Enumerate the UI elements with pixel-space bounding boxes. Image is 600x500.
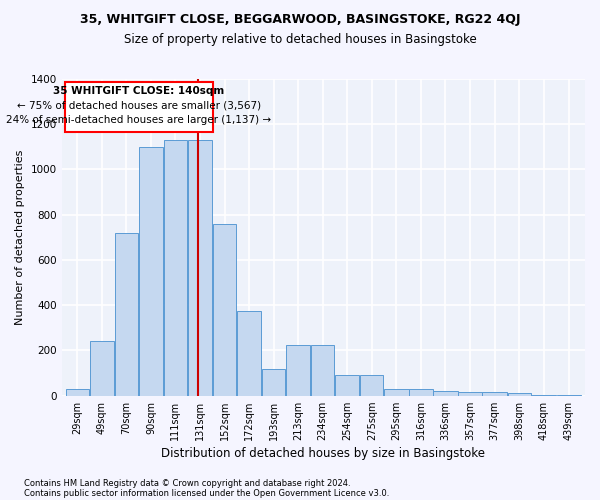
Bar [115,233,138,396]
Bar [213,224,236,396]
Bar [89,342,114,396]
Bar [237,311,261,396]
Bar [360,376,383,396]
Bar [409,389,433,396]
Bar [262,368,285,396]
Bar [286,345,310,396]
Text: 35, WHITGIFT CLOSE, BEGGARWOOD, BASINGSTOKE, RG22 4QJ: 35, WHITGIFT CLOSE, BEGGARWOOD, BASINGST… [80,12,520,26]
Text: Contains HM Land Registry data © Crown copyright and database right 2024.: Contains HM Land Registry data © Crown c… [24,478,350,488]
X-axis label: Distribution of detached houses by size in Basingstoke: Distribution of detached houses by size … [161,447,485,460]
Bar [482,392,507,396]
Bar [188,140,212,396]
Bar [532,394,556,396]
Bar [433,391,458,396]
Bar [557,394,581,396]
Bar [65,389,89,396]
Text: ← 75% of detached houses are smaller (3,567): ← 75% of detached houses are smaller (3,… [17,101,261,111]
Text: 24% of semi-detached houses are larger (1,137) →: 24% of semi-detached houses are larger (… [7,115,271,125]
Bar [311,345,334,396]
FancyBboxPatch shape [65,82,212,132]
Bar [164,140,187,396]
Text: 35 WHITGIFT CLOSE: 140sqm: 35 WHITGIFT CLOSE: 140sqm [53,86,224,96]
Bar [139,147,163,396]
Bar [335,376,359,396]
Text: Size of property relative to detached houses in Basingstoke: Size of property relative to detached ho… [124,32,476,46]
Bar [384,389,409,396]
Bar [458,392,482,396]
Text: Contains public sector information licensed under the Open Government Licence v3: Contains public sector information licen… [24,488,389,498]
Bar [508,394,531,396]
Y-axis label: Number of detached properties: Number of detached properties [15,150,25,325]
